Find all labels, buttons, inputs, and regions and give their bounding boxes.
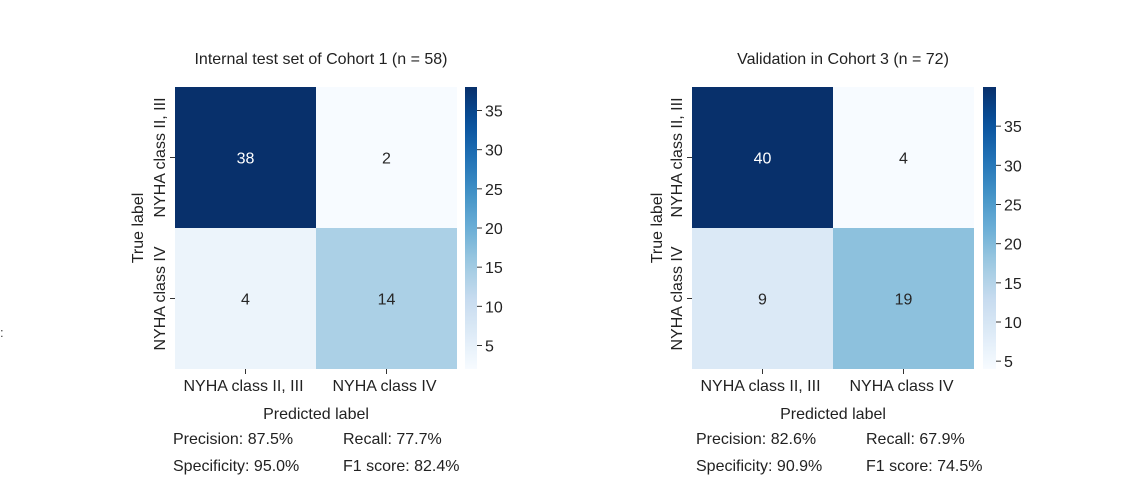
cell-label-r0-c1: 2 (382, 151, 391, 168)
colorbar-tick-label-25: 25 (485, 182, 503, 199)
colorbar-tick-label-10: 10 (485, 299, 503, 316)
chart-title: Validation in Cohort 3 (n = 72) (737, 51, 949, 68)
y-axis-label: True label (130, 193, 147, 264)
colorbar-tick-label-20: 20 (1004, 237, 1022, 254)
colorbar-tick-label-25: 25 (1004, 198, 1022, 215)
x-tick-label-1: NYHA class IV (332, 378, 436, 395)
colorbar-tick-label-15: 15 (1004, 276, 1022, 293)
colorbar (983, 87, 996, 369)
y-tick-label-1: NYHA class IV (669, 246, 686, 350)
colorbar-tick-label-10: 10 (1004, 315, 1022, 332)
confusion-matrix-panel-1: Internal test set of Cohort 1 (n = 58) 38… (130, 51, 503, 475)
cell-label-r0-c0: 40 (754, 151, 772, 168)
y-tick-label-1: NYHA class IV (152, 246, 169, 350)
chart-title: Internal test set of Cohort 1 (n = 58) (194, 51, 447, 68)
colorbar-tick-label-5: 5 (485, 339, 494, 356)
cell-label-r1-c0: 9 (758, 292, 767, 309)
cell-label-r1-c1: 14 (378, 292, 396, 309)
colorbar-tick-label-5: 5 (1004, 354, 1013, 371)
y-tick-label-0: NYHA class II, III (669, 97, 686, 217)
cell-label-r0-c0: 38 (237, 151, 255, 168)
cell-label-r0-c1: 4 (899, 151, 908, 168)
x-tick-label-1: NYHA class IV (849, 378, 953, 395)
heatmap-cell-r1-c0 (692, 228, 833, 369)
heatmap-cell-r0-c0 (175, 87, 316, 228)
metric-r0-c0: Precision: 82.6% (696, 431, 816, 448)
metric-r1-c1: F1 score: 74.5% (866, 458, 983, 475)
colorbar-tick-label-30: 30 (1004, 158, 1022, 175)
x-tick-label-0: NYHA class II, III (183, 378, 303, 395)
heatmap-cell-r1-c0 (175, 228, 316, 369)
y-axis-label: True label (649, 193, 666, 264)
colorbar (465, 87, 477, 369)
metric-r0-c0: Precision: 87.5% (173, 431, 293, 448)
heatmap-cell-r0-c1 (316, 87, 457, 228)
y-tick-label-0: NYHA class II, III (152, 97, 169, 217)
x-axis-label: Predicted label (780, 406, 886, 423)
colorbar-tick-label-15: 15 (485, 260, 503, 277)
heatmap-cell-r0-c0 (692, 87, 833, 228)
heatmap-cell-r1-c1 (316, 228, 457, 369)
metric-r1-c0: Specificity: 95.0% (173, 458, 299, 475)
cell-label-r1-c0: 4 (241, 292, 250, 309)
stray-mark: : (0, 325, 4, 340)
confusion-matrix-panel-2: Validation in Cohort 3 (n = 72) 40 4 9 19 NYH… (649, 51, 1022, 475)
colorbar-tick-label-35: 35 (1004, 119, 1022, 136)
heatmap-cell-r0-c1 (833, 87, 974, 228)
metric-r0-c1: Recall: 77.7% (343, 431, 442, 448)
colorbar-tick-label-30: 30 (485, 143, 503, 160)
metric-r0-c1: Recall: 67.9% (866, 431, 965, 448)
metric-r1-c0: Specificity: 90.9% (696, 458, 822, 475)
heatmap-cell-r1-c1 (833, 228, 974, 369)
metric-r1-c1: F1 score: 82.4% (343, 458, 460, 475)
x-axis-label: Predicted label (263, 406, 369, 423)
colorbar-tick-label-20: 20 (485, 221, 503, 238)
cell-label-r1-c1: 19 (895, 292, 913, 309)
x-tick-label-0: NYHA class II, III (700, 378, 820, 395)
colorbar-tick-label-35: 35 (485, 104, 503, 121)
